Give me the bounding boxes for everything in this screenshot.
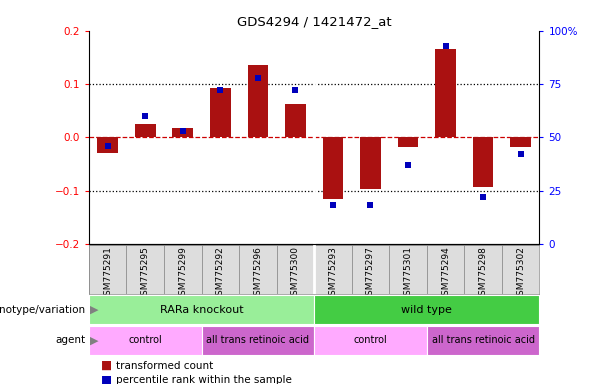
Text: GSM775291: GSM775291 — [103, 246, 112, 301]
Bar — [89, 295, 314, 324]
Point — [328, 202, 338, 209]
Bar — [126, 245, 164, 294]
Point — [291, 87, 300, 93]
Point — [253, 74, 263, 81]
Text: ▶: ▶ — [90, 305, 99, 314]
Text: GSM775293: GSM775293 — [329, 246, 337, 301]
Text: genotype/variation: genotype/variation — [0, 305, 86, 314]
Bar — [398, 137, 418, 147]
Text: GSM775297: GSM775297 — [366, 246, 375, 301]
Point — [478, 194, 488, 200]
Text: GSM775295: GSM775295 — [141, 246, 150, 301]
Text: all trans retinoic acid: all trans retinoic acid — [207, 335, 310, 345]
Bar — [314, 326, 427, 354]
Text: percentile rank within the sample: percentile rank within the sample — [116, 375, 292, 384]
Text: GSM775292: GSM775292 — [216, 246, 225, 301]
Bar — [210, 88, 230, 137]
Text: agent: agent — [56, 335, 86, 345]
Text: control: control — [128, 335, 162, 345]
Bar — [314, 245, 352, 294]
Point — [215, 87, 225, 93]
Text: GSM775301: GSM775301 — [403, 246, 413, 301]
Bar — [89, 245, 126, 294]
Text: all trans retinoic acid: all trans retinoic acid — [432, 335, 535, 345]
Point — [140, 113, 150, 119]
Text: ▶: ▶ — [90, 335, 99, 345]
Text: GSM775294: GSM775294 — [441, 246, 450, 301]
Bar — [97, 137, 118, 153]
Bar — [202, 326, 314, 354]
Title: GDS4294 / 1421472_at: GDS4294 / 1421472_at — [237, 15, 392, 28]
Bar — [285, 104, 306, 137]
Bar — [202, 245, 239, 294]
Bar — [465, 245, 502, 294]
Text: ■: ■ — [101, 359, 112, 372]
Bar — [352, 245, 389, 294]
Point — [103, 143, 113, 149]
Bar — [427, 245, 465, 294]
Point — [403, 162, 413, 168]
Bar — [322, 137, 343, 199]
Bar — [435, 50, 456, 137]
Text: control: control — [354, 335, 387, 345]
Text: GSM775302: GSM775302 — [516, 246, 525, 301]
Point — [365, 202, 375, 209]
Text: ■: ■ — [101, 374, 112, 384]
Text: GSM775296: GSM775296 — [253, 246, 262, 301]
Point — [516, 151, 525, 157]
Text: GSM775300: GSM775300 — [291, 246, 300, 301]
Bar — [427, 326, 539, 354]
Bar — [89, 326, 202, 354]
Bar — [502, 245, 539, 294]
Bar — [314, 295, 539, 324]
Bar — [389, 245, 427, 294]
Point — [441, 43, 451, 49]
Text: wild type: wild type — [402, 305, 452, 314]
Bar — [276, 245, 314, 294]
Text: GSM775298: GSM775298 — [479, 246, 487, 301]
Text: transformed count: transformed count — [116, 361, 214, 371]
Bar — [135, 124, 156, 137]
Text: GSM775299: GSM775299 — [178, 246, 187, 301]
Bar — [360, 137, 381, 189]
Bar — [239, 245, 276, 294]
Point — [178, 128, 188, 134]
Bar — [248, 65, 268, 137]
Bar — [164, 245, 202, 294]
Text: RARa knockout: RARa knockout — [160, 305, 243, 314]
Bar — [172, 128, 193, 137]
Bar — [511, 137, 531, 147]
Bar — [473, 137, 493, 187]
